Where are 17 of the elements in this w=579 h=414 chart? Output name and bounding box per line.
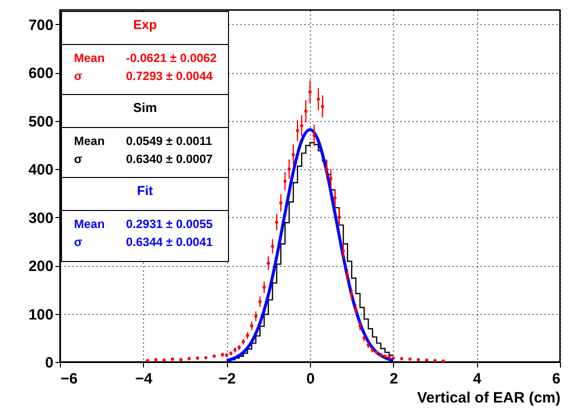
x-axis-title: Vertical of EAR (cm) — [417, 390, 560, 406]
stats-box: Exp Mean -0.0621 ± 0.0062 σ 0.7293 ± 0.0044 Sim Mean 0.0549 ± 0.0011 σ 0.6340 ± 0.0007 Fit Mean 0.2931 ± 0.0055 σ 0.6344 ± 0.0041 — [61, 11, 229, 262]
x-tick-label: 6 — [552, 370, 560, 388]
y-tick-label: 700 — [28, 16, 54, 34]
y-tick-label: 0 — [45, 354, 54, 372]
x-tick-label: 2 — [390, 370, 398, 388]
y-tick-label: 100 — [28, 306, 54, 324]
x-tick-label: 4 — [472, 370, 482, 388]
y-tick-label: 500 — [28, 113, 54, 130]
y-tick-label: 300 — [28, 210, 54, 227]
y-tick-label: 600 — [28, 65, 54, 82]
y-tick-label: 200 — [28, 258, 54, 276]
x-tick-label: −6 — [60, 370, 78, 388]
x-tick-label: 0 — [306, 370, 315, 388]
x-tick-label: −4 — [135, 370, 154, 388]
y-tick-label: 400 — [28, 162, 54, 179]
x-tick-label: −2 — [218, 370, 236, 388]
